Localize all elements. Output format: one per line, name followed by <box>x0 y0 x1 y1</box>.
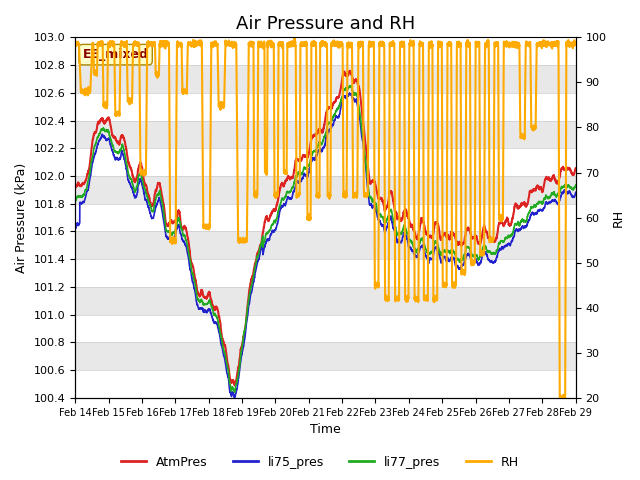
Legend: AtmPres, li75_pres, li77_pres, RH: AtmPres, li75_pres, li77_pres, RH <box>116 451 524 474</box>
Bar <box>75 287 576 315</box>
Y-axis label: RH: RH <box>612 209 625 227</box>
Bar <box>75 342 576 370</box>
Bar <box>75 65 576 93</box>
Bar <box>75 37 576 65</box>
Bar <box>75 259 576 287</box>
Y-axis label: Air Pressure (kPa): Air Pressure (kPa) <box>15 163 28 273</box>
Text: EE_mixed: EE_mixed <box>83 48 148 61</box>
Bar <box>75 148 576 176</box>
Bar <box>75 231 576 259</box>
X-axis label: Time: Time <box>310 423 341 436</box>
Bar <box>75 370 576 398</box>
Bar <box>75 120 576 148</box>
Bar <box>75 176 576 204</box>
Bar <box>75 204 576 231</box>
Bar <box>75 93 576 120</box>
Title: Air Pressure and RH: Air Pressure and RH <box>236 15 415 33</box>
Bar <box>75 315 576 342</box>
